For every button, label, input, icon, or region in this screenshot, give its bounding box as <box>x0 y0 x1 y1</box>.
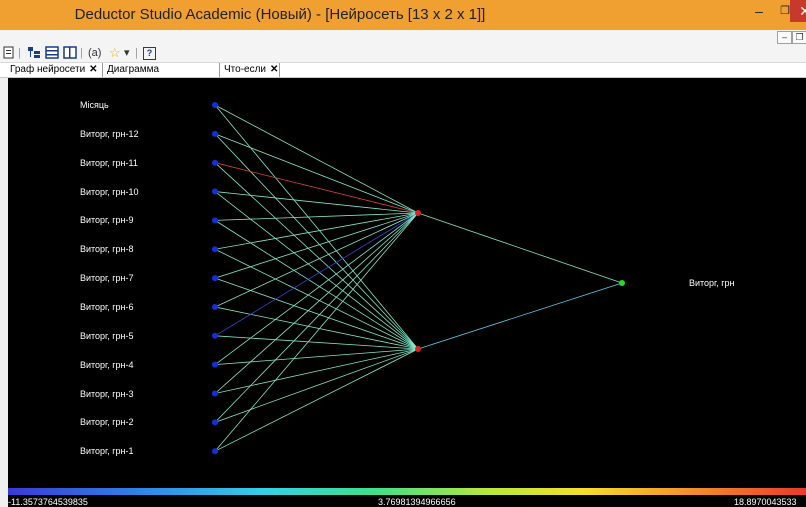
input-neuron[interactable] <box>212 390 218 397</box>
tab-label: Что-если <box>224 64 267 75</box>
network-link <box>214 162 419 350</box>
input-neuron-label: Місяць <box>80 100 109 110</box>
input-neuron[interactable] <box>212 275 218 282</box>
network-link <box>214 212 419 221</box>
maximize-button[interactable]: ❐ <box>780 5 790 17</box>
network-link <box>214 212 419 452</box>
network-link <box>214 348 419 366</box>
scale-min-label: -11.3573764539835 <box>8 497 88 507</box>
network-link <box>214 191 419 214</box>
network-link <box>214 104 419 350</box>
mdi-minimize-button[interactable]: – <box>777 31 792 44</box>
input-neuron-label: Виторг, грн-2 <box>80 417 134 428</box>
table-icon[interactable] <box>45 46 59 59</box>
input-neuron[interactable] <box>212 159 218 166</box>
tab-what-if[interactable]: Что-если ✕ <box>220 63 280 77</box>
toolbar-separator: | <box>135 47 138 59</box>
network-link <box>214 348 419 423</box>
input-neuron-label: Виторг, грн-7 <box>80 273 134 284</box>
splitter-handle[interactable] <box>0 78 8 507</box>
network-link <box>214 220 419 350</box>
network-link <box>214 212 419 365</box>
network-link <box>214 335 419 350</box>
network-link <box>214 212 419 250</box>
toolbar-separator: | <box>80 47 83 59</box>
input-neuron[interactable] <box>212 332 218 339</box>
input-neuron[interactable] <box>212 188 218 195</box>
input-neuron-label: Виторг, грн-4 <box>80 359 134 370</box>
network-link <box>214 212 419 423</box>
panel-icon[interactable] <box>63 46 77 59</box>
input-neuron-label: Виторг, грн-8 <box>80 244 134 255</box>
network-link <box>214 162 419 214</box>
input-neuron-label: Виторг, грн-5 <box>80 330 134 341</box>
dropdown-icon[interactable]: ▾ <box>124 47 130 59</box>
network-link <box>214 212 419 394</box>
title-bar <box>0 0 806 30</box>
network-link <box>214 277 419 350</box>
network-link <box>214 248 419 350</box>
input-neuron-label: Виторг, грн-10 <box>80 186 139 197</box>
network-link <box>417 212 623 284</box>
weight-color-scale <box>8 488 806 495</box>
scale-max-label: 18.8970043533 <box>734 497 797 507</box>
minimize-button[interactable]: – <box>755 3 763 19</box>
tree-icon[interactable] <box>27 46 41 59</box>
tab-bar <box>0 63 806 78</box>
scale-mid-label: 3.76981394966656 <box>378 497 456 507</box>
network-link <box>214 104 419 214</box>
input-neuron-label: Виторг, грн-11 <box>80 157 138 168</box>
tab-network-graph[interactable]: Граф нейросети ✕ <box>6 63 103 77</box>
variable-icon[interactable]: (a) <box>88 47 102 59</box>
input-neuron-label: Виторг, грн-9 <box>80 215 134 226</box>
network-link <box>214 191 419 350</box>
toolbar <box>0 44 806 63</box>
new-icon[interactable] <box>3 46 15 59</box>
window-title: Deductor Studio Academic (Новый) - [Нейр… <box>74 6 486 23</box>
input-neuron-label: Виторг, грн-3 <box>80 388 134 399</box>
input-neuron[interactable] <box>212 246 218 253</box>
input-neuron[interactable] <box>212 361 218 368</box>
hidden-neuron[interactable] <box>415 346 421 352</box>
network-link <box>214 212 419 308</box>
tab-label: Граф нейросети <box>10 64 86 75</box>
network-link <box>214 212 419 279</box>
input-neuron[interactable] <box>212 217 218 224</box>
toolbar-separator: | <box>18 47 21 59</box>
input-neuron[interactable] <box>212 303 218 310</box>
mdi-restore-button[interactable]: ❐ <box>792 31 806 44</box>
help-icon[interactable]: ? <box>143 47 156 60</box>
network-link <box>214 133 419 350</box>
input-neuron[interactable] <box>212 448 218 455</box>
output-neuron-label: Виторг, грн <box>689 278 735 288</box>
close-icon[interactable]: ✕ <box>89 64 98 75</box>
network-link <box>214 133 419 214</box>
menu-bar <box>0 30 806 44</box>
input-neuron[interactable] <box>212 419 218 426</box>
hidden-neuron[interactable] <box>415 210 421 216</box>
network-link <box>214 348 419 452</box>
network-link <box>417 282 623 350</box>
favorites-icon[interactable]: ☆ <box>109 45 121 60</box>
input-neuron[interactable] <box>212 102 218 108</box>
output-neuron[interactable] <box>619 280 625 286</box>
network-link <box>214 348 419 394</box>
close-button[interactable]: ✕ <box>790 0 806 22</box>
input-neuron[interactable] <box>212 130 218 137</box>
input-neuron-label: Виторг, грн-1 <box>80 446 134 457</box>
close-icon[interactable]: ✕ <box>270 64 279 75</box>
network-graph-canvas <box>8 78 806 486</box>
network-link <box>214 306 419 350</box>
input-neuron-label: Виторг, грн-12 <box>80 128 139 139</box>
network-link <box>214 212 419 337</box>
input-neuron-label: Виторг, грн-6 <box>80 301 134 312</box>
